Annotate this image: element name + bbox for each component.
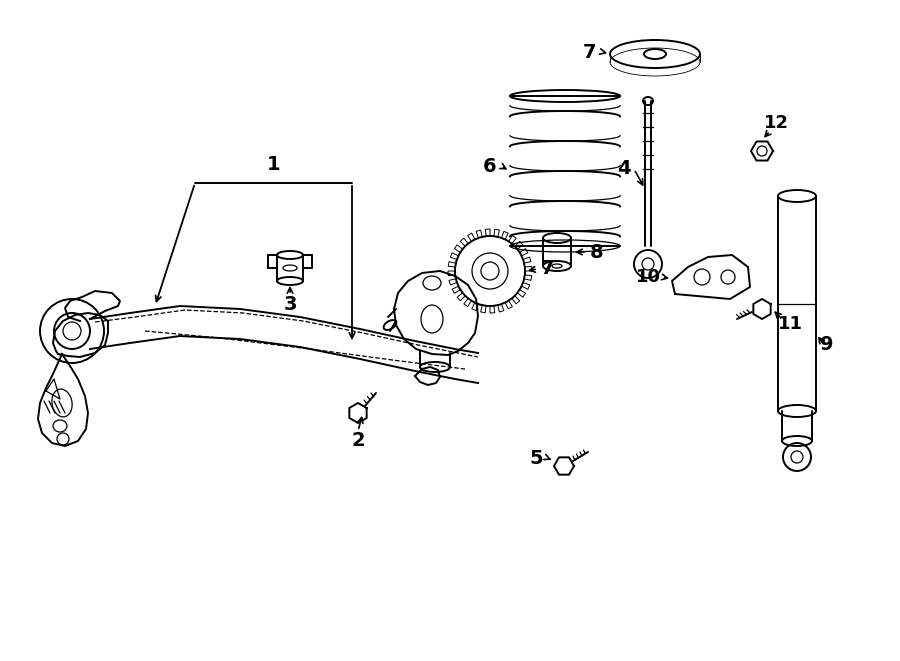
Text: 7: 7 [541, 260, 554, 278]
Text: 5: 5 [529, 449, 543, 467]
Text: 1: 1 [266, 155, 280, 175]
Text: 8: 8 [590, 243, 604, 262]
Text: 4: 4 [617, 159, 631, 178]
Text: 9: 9 [820, 334, 833, 354]
Text: 2: 2 [351, 432, 364, 451]
Text: 6: 6 [483, 157, 497, 176]
Text: 10: 10 [635, 268, 661, 286]
Text: 3: 3 [284, 295, 297, 315]
Text: 11: 11 [778, 315, 803, 333]
Text: 12: 12 [763, 114, 788, 132]
Text: 7: 7 [583, 42, 597, 61]
